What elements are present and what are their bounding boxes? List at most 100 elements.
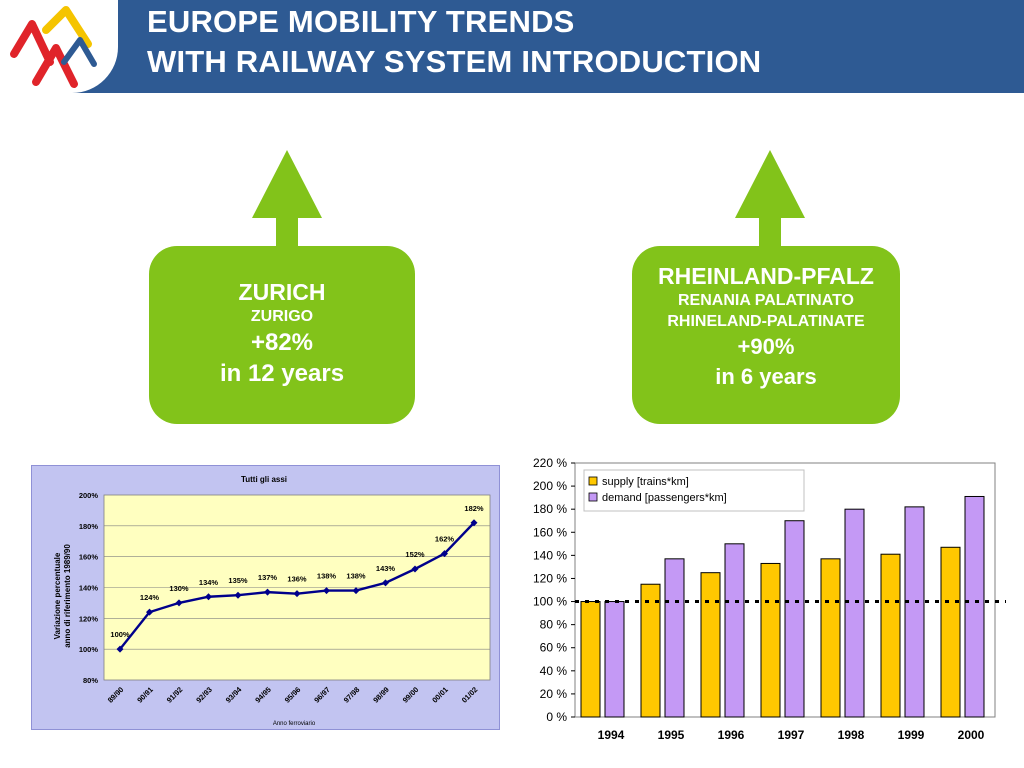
legend-box <box>583 469 805 512</box>
rheinland-alt-name-1: RENANIA PALATINATO <box>678 292 854 309</box>
bar-chart-svg: 0 % 20 % 40 % 60 % 80 % 100 % 120 % 140 % 160 % 1… <box>533 456 1006 742</box>
y-tick-label: 160% <box>79 553 99 562</box>
legend-swatch <box>588 492 598 502</box>
data-label: 137% <box>258 573 278 582</box>
data-point <box>411 565 419 573</box>
demand-bar <box>604 601 625 718</box>
demand-bar <box>964 495 985 718</box>
x-tick-label: 94/95 <box>253 685 273 705</box>
up-arrow-icon <box>735 150 805 248</box>
rheinland-bubble: RHEINLAND-PFALZ RENANIA PALATINATO RHINE… <box>632 246 900 424</box>
y-tick-label: 0 % <box>546 710 567 724</box>
up-arrow-icon <box>252 150 322 248</box>
demand-bar <box>664 558 685 718</box>
y-label-line: Variazione percentuale <box>53 552 62 639</box>
supply-bar <box>940 546 961 718</box>
line-chart-title: Tutti gli assi <box>241 475 287 484</box>
zurich-bubble: ZURICH ZURIGO +82% in 12 years <box>149 246 415 424</box>
x-tick-label: 1997 <box>778 728 805 742</box>
x-tick-label: 1998 <box>838 728 865 742</box>
y-tick-label: 100 % <box>533 595 567 609</box>
data-label: 162% <box>435 535 455 544</box>
y-tick-label: 20 % <box>540 687 568 701</box>
x-tick-label: 91/92 <box>165 685 185 705</box>
zurich-city: ZURICH <box>238 279 326 305</box>
x-tick-label: 01/02 <box>460 685 480 705</box>
header-bar: EUROPE MOBILITY TRENDS WITH RAILWAY SYST… <box>0 0 1024 93</box>
y-tick-label: 200% <box>79 491 99 500</box>
data-point <box>293 590 301 598</box>
x-tick-label: 1995 <box>658 728 685 742</box>
x-tick-label: 97/98 <box>342 685 362 705</box>
data-point <box>146 608 153 616</box>
y-tick-label: 160 % <box>533 525 567 539</box>
data-label: 134% <box>199 578 219 587</box>
data-point <box>441 550 448 558</box>
supply-bar <box>880 553 901 718</box>
data-label: 182% <box>464 504 484 513</box>
rheinland-period: in 6 years <box>715 364 817 389</box>
demand-bar <box>844 508 865 718</box>
data-label: 135% <box>228 576 248 585</box>
y-tick-label: 80 % <box>540 618 568 632</box>
x-tick-label: 92/93 <box>194 685 214 705</box>
data-point <box>116 645 124 653</box>
data-label: 138% <box>346 572 366 581</box>
y-tick-label: 60 % <box>540 641 568 655</box>
legend-label: supply [trains*km] <box>602 476 689 488</box>
y-tick-label: 100% <box>79 645 99 654</box>
x-tick-label: 95/96 <box>283 685 303 705</box>
line-chart-x-label: Anno ferroviario <box>273 721 316 727</box>
legend-label: demand [passengers*km] <box>602 492 727 504</box>
data-label: 138% <box>317 572 337 581</box>
y-tick-label: 180% <box>79 522 99 531</box>
zurich-line-chart: Tutti gli assi Variazione percentualeann… <box>31 465 500 730</box>
supply-bar <box>820 558 841 718</box>
y-tick-label: 80% <box>83 676 98 685</box>
line-chart-y-label: Variazione percentualeanno di riferiment… <box>53 544 72 648</box>
y-tick-label: 140 % <box>533 548 567 562</box>
data-label: 100% <box>110 630 130 639</box>
data-point <box>382 579 389 587</box>
x-tick-label: 90/91 <box>135 685 155 705</box>
data-label: 130% <box>169 584 189 593</box>
data-label: 124% <box>140 593 160 602</box>
demand-bar <box>784 520 805 718</box>
rheinland-change: +90% <box>737 334 795 359</box>
data-point <box>175 599 183 607</box>
x-tick-label: 93/94 <box>224 684 244 704</box>
supply-bar <box>760 562 781 718</box>
y-tick-label: 120 % <box>533 571 567 585</box>
x-tick-label: 89/90 <box>106 685 126 705</box>
title-line-2: WITH RAILWAY SYSTEM INTRODUCTION <box>147 44 762 79</box>
y-label-line: anno di riferimento 1989/90 <box>63 544 72 648</box>
x-tick-label: 99/00 <box>401 685 421 705</box>
x-tick-label: 1996 <box>718 728 745 742</box>
supply-bar <box>640 583 661 718</box>
legend: supply [trains*km] demand [passengers*km] <box>583 469 805 512</box>
x-tick-label: 1999 <box>898 728 925 742</box>
demand-bar <box>904 506 925 718</box>
x-tick-label: 2000 <box>958 728 985 742</box>
data-point <box>323 587 330 595</box>
data-point <box>234 591 242 599</box>
x-tick-label: 98/99 <box>371 685 391 705</box>
logo <box>0 0 118 93</box>
zurich-alt-name: ZURIGO <box>250 308 314 325</box>
line-chart-svg: Tutti gli assi Variazione percentualeann… <box>53 475 491 727</box>
rheinland-bar-chart: 0 % 20 % 40 % 60 % 80 % 100 % 120 % 140 % 160 % 1… <box>516 455 1006 750</box>
data-label: 152% <box>405 550 425 559</box>
supply-bar <box>700 572 721 718</box>
y-tick-label: 220 % <box>533 456 567 470</box>
title-line-1: EUROPE MOBILITY TRENDS <box>147 4 575 39</box>
zurich-change: +82% <box>250 329 314 356</box>
x-tick-label: 96/97 <box>312 685 332 705</box>
supply-bar <box>580 601 601 718</box>
x-tick-label: 1994 <box>598 728 625 742</box>
rheinland-alt-name-2: RHINELAND-PALATINATE <box>667 313 865 330</box>
data-point <box>205 593 212 601</box>
y-tick-label: 120% <box>79 614 99 623</box>
y-tick-label: 180 % <box>533 502 567 516</box>
data-label: 136% <box>287 575 307 584</box>
y-tick-label: 200 % <box>533 479 567 493</box>
